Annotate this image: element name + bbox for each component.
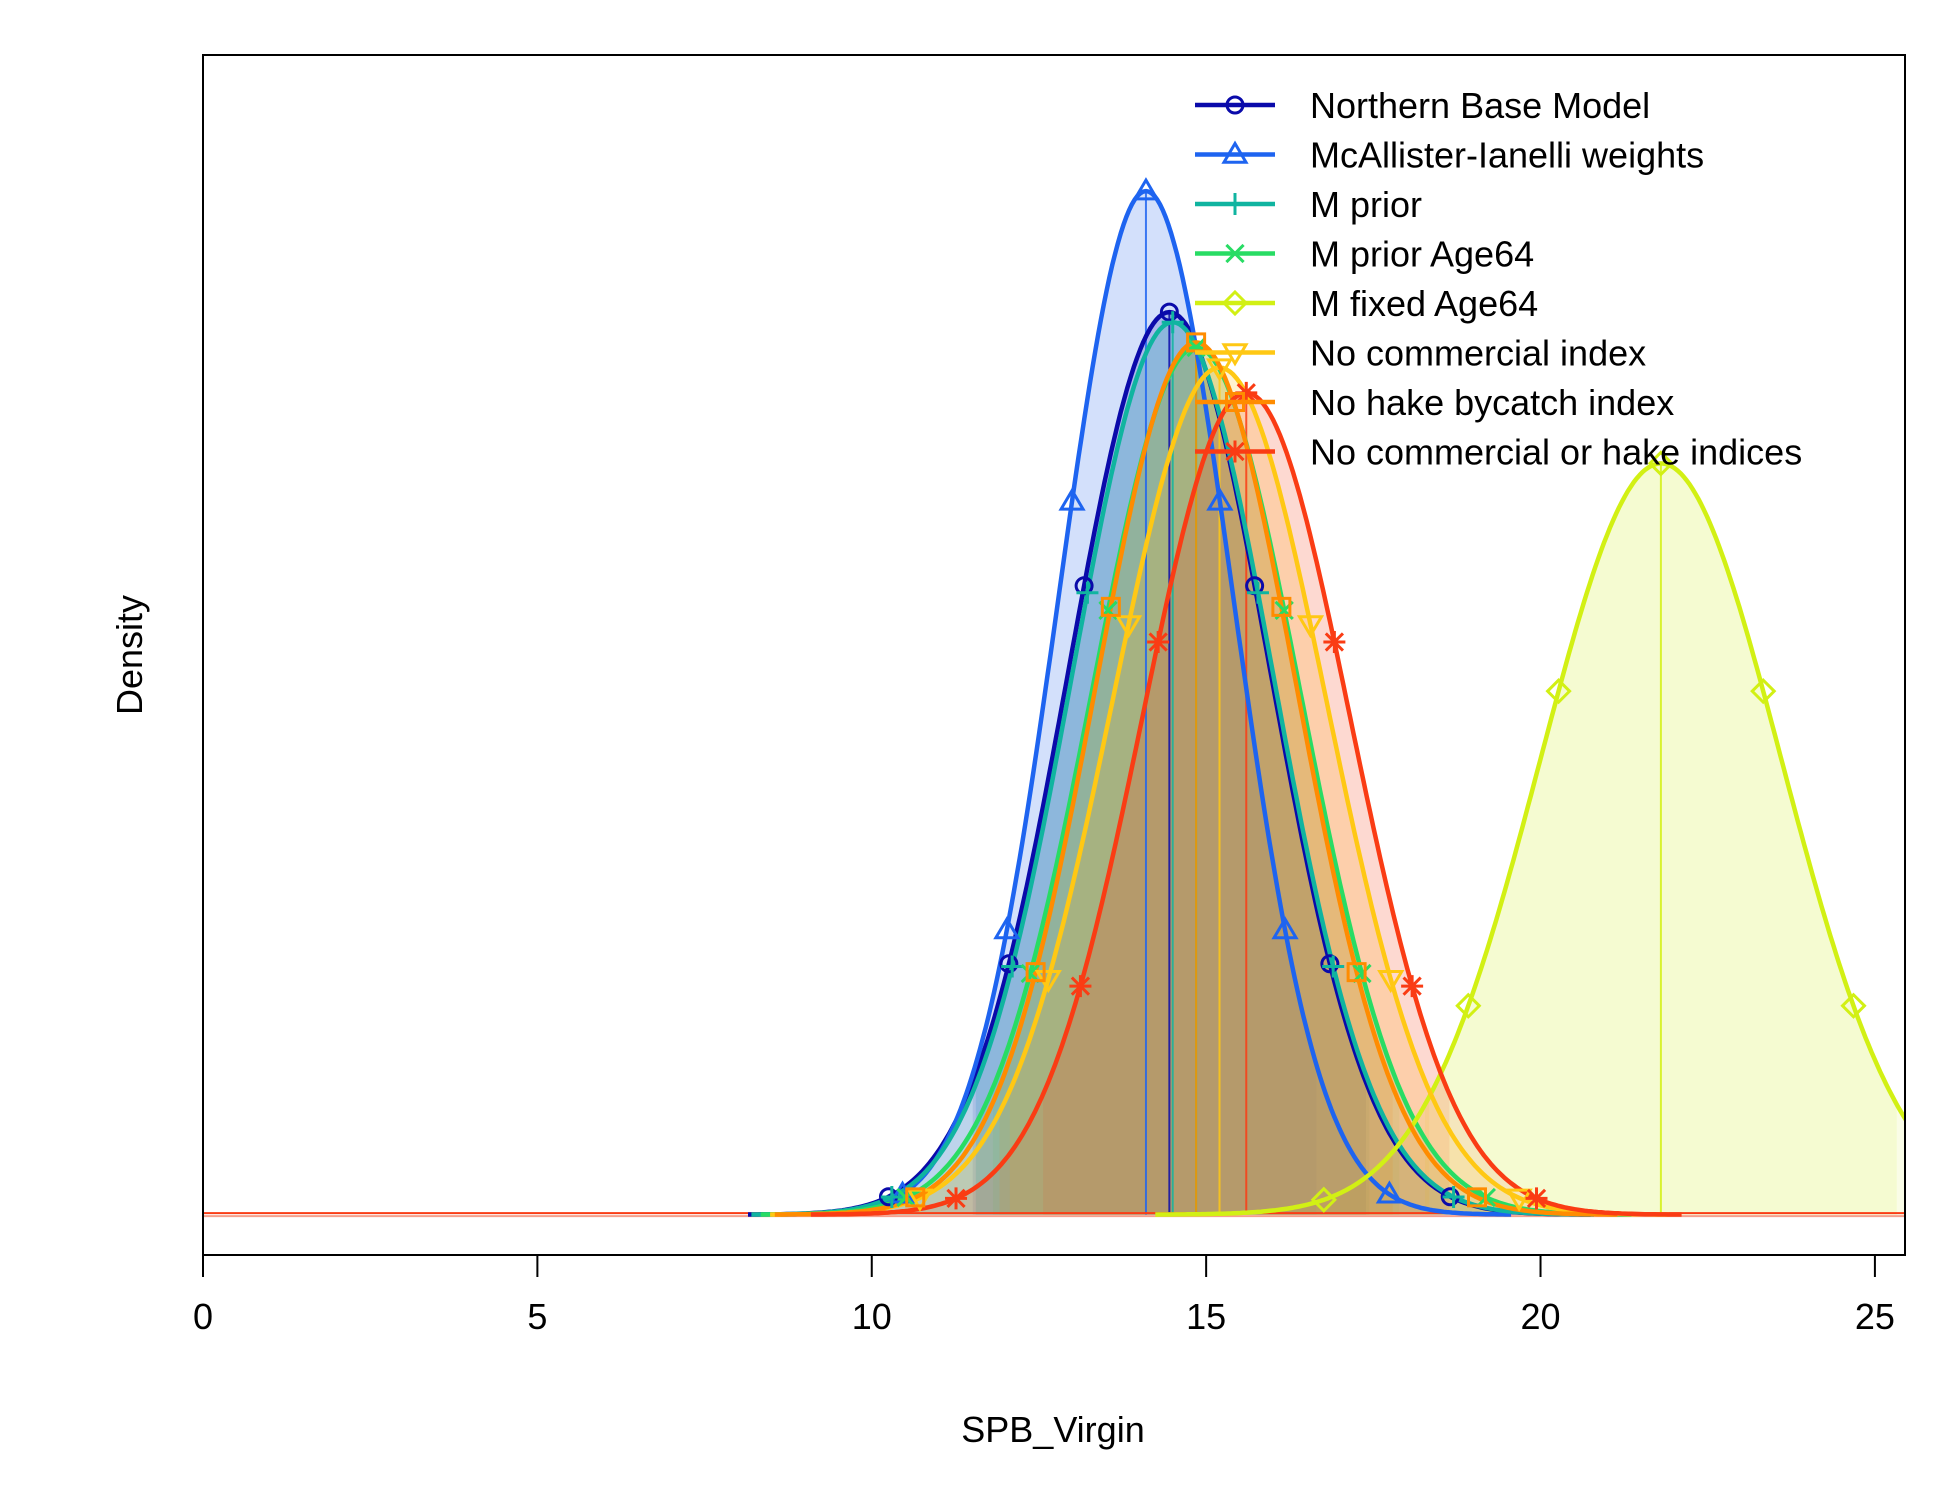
x-tick-label-20: 20 — [1521, 1296, 1561, 1337]
series-7-marker-2 — [1025, 962, 1046, 983]
x-tick-label-0: 0 — [193, 1296, 213, 1337]
series-7-marker-5 — [1271, 596, 1292, 617]
legend-item-1: Northern Base Model — [1195, 85, 1650, 126]
series-6-marker-6 — [1377, 969, 1405, 994]
series-8-marker-6 — [1401, 975, 1424, 998]
series-7-marker-3 — [1100, 596, 1121, 617]
x-tick-label-5: 5 — [527, 1296, 547, 1337]
series-7-density-line — [774, 340, 1618, 1217]
series-5-fill — [1155, 463, 1905, 1215]
legend-label: No hake bycatch index — [1310, 382, 1674, 423]
series-8-marker-1 — [945, 1187, 968, 1210]
legend-swatch-marker — [1225, 392, 1245, 412]
x-tick-label-15: 15 — [1186, 1296, 1226, 1337]
legend-label: No commercial or hake indices — [1310, 432, 1802, 473]
series-3-marker-4 — [1161, 311, 1184, 334]
legend-swatch-marker — [1221, 343, 1249, 367]
legend-item-7: No hake bycatch index — [1195, 382, 1674, 423]
series-5-density-line — [1155, 461, 1905, 1217]
x-tick-label-25: 25 — [1855, 1296, 1895, 1337]
series-6-marker-7 — [1505, 1188, 1533, 1212]
series-5-marker-3 — [1545, 678, 1572, 705]
series-5-marker-5 — [1750, 678, 1777, 705]
series-7-marker-6 — [1346, 962, 1367, 983]
series-2-marker-5 — [1206, 487, 1234, 511]
series-8-marker-3 — [1147, 630, 1170, 653]
legend-item-8: No commercial or hake indices — [1195, 432, 1802, 473]
y-axis-label: Density — [109, 595, 150, 715]
legend-swatch-marker — [1221, 289, 1249, 317]
series-1-marker-2 — [999, 954, 1019, 974]
legend-label: Northern Base Model — [1310, 85, 1650, 126]
series-3-marker-1 — [880, 1185, 903, 1208]
legend-label: M prior Age64 — [1310, 234, 1534, 275]
legend-item-4: M prior Age64 — [1195, 234, 1534, 275]
legend-swatch-marker — [1221, 140, 1249, 164]
series-2-marker-4 — [1132, 177, 1160, 201]
density-markers — [878, 177, 1867, 1213]
legend-item-3: M prior — [1195, 184, 1422, 225]
legend-label: McAllister-Ianelli weights — [1310, 135, 1704, 176]
series-6-marker-5 — [1296, 615, 1325, 639]
series-3-marker-6 — [1322, 955, 1345, 978]
legend-item-5: M fixed Age64 — [1195, 283, 1538, 324]
series-1-marker-6 — [1320, 954, 1340, 974]
series-3-marker-7 — [1442, 1185, 1465, 1208]
series-2-marker-2 — [993, 916, 1021, 940]
legend-item-2: McAllister-Ianelli weights — [1195, 135, 1704, 176]
series-3-marker-5 — [1246, 581, 1269, 604]
legend-item-6: No commercial index — [1195, 333, 1646, 374]
series-2-marker-3 — [1058, 487, 1086, 511]
series-7-marker-1 — [905, 1187, 926, 1208]
series-2-marker-7 — [1375, 1180, 1404, 1204]
legend-swatch-marker — [1224, 193, 1246, 215]
series-6-marker-3 — [1114, 615, 1143, 639]
series-3-marker-2 — [1001, 955, 1024, 978]
legend-label: M fixed Age64 — [1310, 283, 1538, 324]
series-8-marker-4 — [1235, 381, 1258, 404]
legend-swatch-marker — [1224, 440, 1246, 463]
legend: Northern Base Model McAllister-Ianelli we… — [1195, 85, 1802, 473]
legend-label: No commercial index — [1310, 333, 1646, 374]
series-5-marker-4 — [1647, 450, 1675, 477]
series-3-marker-3 — [1076, 581, 1099, 604]
series-7-marker-7 — [1466, 1187, 1487, 1208]
series-5-marker-2 — [1455, 992, 1482, 1019]
x-axis-label: SPB_Virgin — [961, 1409, 1144, 1450]
legend-label: M prior — [1310, 184, 1422, 225]
legend-swatch-marker — [1225, 243, 1245, 264]
series-1-marker-4 — [1159, 302, 1179, 322]
series-8-marker-7 — [1525, 1187, 1548, 1210]
x-tick-label-10: 10 — [852, 1296, 892, 1337]
series-6-marker-4 — [1205, 358, 1234, 382]
series-2-marker-6 — [1271, 916, 1299, 940]
legend-swatch-marker — [1225, 95, 1245, 115]
x-axis: 0 5 10 15 20 25 — [193, 1254, 1895, 1337]
series-5-marker-1 — [1310, 1186, 1337, 1213]
series-8-marker-5 — [1323, 630, 1346, 653]
series-8-marker-2 — [1069, 975, 1092, 998]
series-5-marker-6 — [1840, 992, 1867, 1019]
